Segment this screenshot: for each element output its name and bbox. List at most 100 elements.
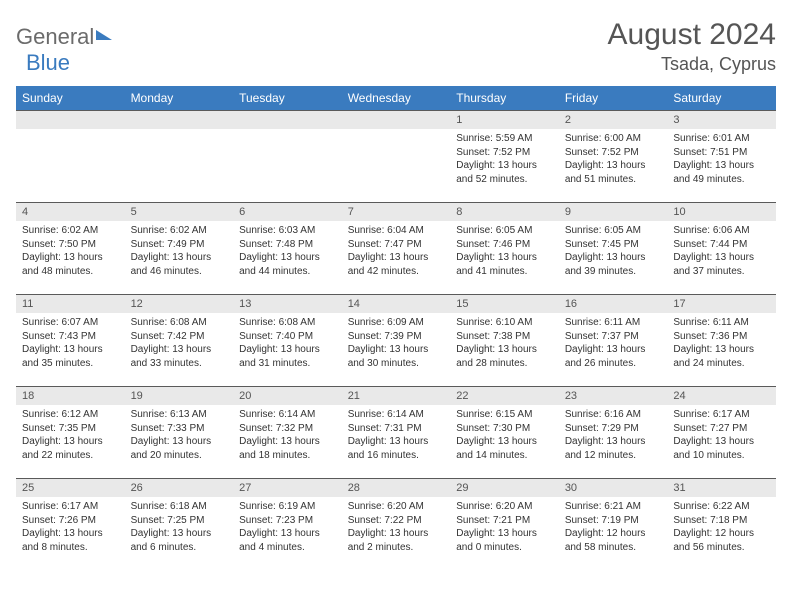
- calendar-week-row: 11Sunrise: 6:07 AMSunset: 7:43 PMDayligh…: [16, 295, 776, 387]
- day-content: Sunrise: 6:02 AMSunset: 7:50 PMDaylight:…: [16, 221, 125, 282]
- calendar-day-cell: 13Sunrise: 6:08 AMSunset: 7:40 PMDayligh…: [233, 295, 342, 387]
- calendar-day-cell: 29Sunrise: 6:20 AMSunset: 7:21 PMDayligh…: [450, 479, 559, 571]
- calendar-head: SundayMondayTuesdayWednesdayThursdayFrid…: [16, 86, 776, 111]
- calendar-day-cell: 18Sunrise: 6:12 AMSunset: 7:35 PMDayligh…: [16, 387, 125, 479]
- day-content: Sunrise: 6:10 AMSunset: 7:38 PMDaylight:…: [450, 313, 559, 374]
- day-content: Sunrise: 6:14 AMSunset: 7:32 PMDaylight:…: [233, 405, 342, 466]
- day-content: Sunrise: 6:17 AMSunset: 7:26 PMDaylight:…: [16, 497, 125, 558]
- calendar-day-cell: 25Sunrise: 6:17 AMSunset: 7:26 PMDayligh…: [16, 479, 125, 571]
- day-content: Sunrise: 6:05 AMSunset: 7:46 PMDaylight:…: [450, 221, 559, 282]
- daynum-empty: [342, 111, 451, 129]
- day-number: 9: [559, 203, 668, 221]
- day-content: Sunrise: 6:08 AMSunset: 7:40 PMDaylight:…: [233, 313, 342, 374]
- day-number: 4: [16, 203, 125, 221]
- calendar-body: 1Sunrise: 5:59 AMSunset: 7:52 PMDaylight…: [16, 111, 776, 571]
- weekday-header: Friday: [559, 86, 668, 111]
- day-content: Sunrise: 6:02 AMSunset: 7:49 PMDaylight:…: [125, 221, 234, 282]
- day-number: 28: [342, 479, 451, 497]
- logo-line1: General Blue: [16, 24, 112, 76]
- day-content: Sunrise: 6:08 AMSunset: 7:42 PMDaylight:…: [125, 313, 234, 374]
- title-block: August 2024 Tsada, Cyprus: [608, 18, 776, 75]
- calendar-day-cell: 23Sunrise: 6:16 AMSunset: 7:29 PMDayligh…: [559, 387, 668, 479]
- day-number: 25: [16, 479, 125, 497]
- day-number: 24: [667, 387, 776, 405]
- day-content: Sunrise: 6:09 AMSunset: 7:39 PMDaylight:…: [342, 313, 451, 374]
- calendar-week-row: 4Sunrise: 6:02 AMSunset: 7:50 PMDaylight…: [16, 203, 776, 295]
- calendar-day-cell: [342, 111, 451, 203]
- day-number: 23: [559, 387, 668, 405]
- day-content: Sunrise: 6:21 AMSunset: 7:19 PMDaylight:…: [559, 497, 668, 558]
- day-number: 19: [125, 387, 234, 405]
- day-content: Sunrise: 6:17 AMSunset: 7:27 PMDaylight:…: [667, 405, 776, 466]
- daynum-empty: [16, 111, 125, 129]
- day-content: Sunrise: 6:00 AMSunset: 7:52 PMDaylight:…: [559, 129, 668, 190]
- calendar-day-cell: 15Sunrise: 6:10 AMSunset: 7:38 PMDayligh…: [450, 295, 559, 387]
- daycontent-empty: [233, 129, 342, 189]
- calendar-day-cell: 3Sunrise: 6:01 AMSunset: 7:51 PMDaylight…: [667, 111, 776, 203]
- day-content: Sunrise: 6:16 AMSunset: 7:29 PMDaylight:…: [559, 405, 668, 466]
- day-number: 27: [233, 479, 342, 497]
- month-title: August 2024: [608, 18, 776, 52]
- day-number: 1: [450, 111, 559, 129]
- logo-word2: Blue: [26, 50, 70, 75]
- calendar-day-cell: [16, 111, 125, 203]
- day-number: 3: [667, 111, 776, 129]
- day-content: Sunrise: 6:20 AMSunset: 7:21 PMDaylight:…: [450, 497, 559, 558]
- calendar-day-cell: 31Sunrise: 6:22 AMSunset: 7:18 PMDayligh…: [667, 479, 776, 571]
- day-number: 7: [342, 203, 451, 221]
- daynum-empty: [233, 111, 342, 129]
- weekday-header: Thursday: [450, 86, 559, 111]
- calendar-day-cell: 9Sunrise: 6:05 AMSunset: 7:45 PMDaylight…: [559, 203, 668, 295]
- calendar-week-row: 1Sunrise: 5:59 AMSunset: 7:52 PMDaylight…: [16, 111, 776, 203]
- day-number: 12: [125, 295, 234, 313]
- calendar-day-cell: [233, 111, 342, 203]
- day-number: 14: [342, 295, 451, 313]
- logo: General Blue: [16, 24, 112, 76]
- page-header: General Blue August 2024 Tsada, Cyprus: [16, 18, 776, 76]
- weekday-row: SundayMondayTuesdayWednesdayThursdayFrid…: [16, 86, 776, 111]
- calendar-day-cell: 17Sunrise: 6:11 AMSunset: 7:36 PMDayligh…: [667, 295, 776, 387]
- day-content: Sunrise: 6:15 AMSunset: 7:30 PMDaylight:…: [450, 405, 559, 466]
- day-number: 30: [559, 479, 668, 497]
- day-number: 21: [342, 387, 451, 405]
- location-label: Tsada, Cyprus: [608, 54, 776, 75]
- logo-word1: General: [16, 24, 94, 49]
- day-number: 13: [233, 295, 342, 313]
- day-number: 10: [667, 203, 776, 221]
- day-number: 31: [667, 479, 776, 497]
- day-content: Sunrise: 6:22 AMSunset: 7:18 PMDaylight:…: [667, 497, 776, 558]
- day-content: Sunrise: 6:04 AMSunset: 7:47 PMDaylight:…: [342, 221, 451, 282]
- calendar-day-cell: 7Sunrise: 6:04 AMSunset: 7:47 PMDaylight…: [342, 203, 451, 295]
- day-content: Sunrise: 6:20 AMSunset: 7:22 PMDaylight:…: [342, 497, 451, 558]
- calendar-day-cell: 24Sunrise: 6:17 AMSunset: 7:27 PMDayligh…: [667, 387, 776, 479]
- calendar-week-row: 18Sunrise: 6:12 AMSunset: 7:35 PMDayligh…: [16, 387, 776, 479]
- day-number: 29: [450, 479, 559, 497]
- day-number: 5: [125, 203, 234, 221]
- calendar-day-cell: 8Sunrise: 6:05 AMSunset: 7:46 PMDaylight…: [450, 203, 559, 295]
- calendar-day-cell: 21Sunrise: 6:14 AMSunset: 7:31 PMDayligh…: [342, 387, 451, 479]
- calendar-day-cell: 2Sunrise: 6:00 AMSunset: 7:52 PMDaylight…: [559, 111, 668, 203]
- calendar-day-cell: 10Sunrise: 6:06 AMSunset: 7:44 PMDayligh…: [667, 203, 776, 295]
- calendar-day-cell: 30Sunrise: 6:21 AMSunset: 7:19 PMDayligh…: [559, 479, 668, 571]
- calendar-day-cell: 14Sunrise: 6:09 AMSunset: 7:39 PMDayligh…: [342, 295, 451, 387]
- calendar-day-cell: 1Sunrise: 5:59 AMSunset: 7:52 PMDaylight…: [450, 111, 559, 203]
- day-content: Sunrise: 6:19 AMSunset: 7:23 PMDaylight:…: [233, 497, 342, 558]
- calendar-day-cell: 19Sunrise: 6:13 AMSunset: 7:33 PMDayligh…: [125, 387, 234, 479]
- logo-triangle-icon: [96, 30, 112, 40]
- calendar-page: General Blue August 2024 Tsada, Cyprus S…: [0, 0, 792, 571]
- day-content: Sunrise: 6:01 AMSunset: 7:51 PMDaylight:…: [667, 129, 776, 190]
- calendar-day-cell: [125, 111, 234, 203]
- day-content: Sunrise: 6:06 AMSunset: 7:44 PMDaylight:…: [667, 221, 776, 282]
- weekday-header: Sunday: [16, 86, 125, 111]
- calendar-day-cell: 26Sunrise: 6:18 AMSunset: 7:25 PMDayligh…: [125, 479, 234, 571]
- weekday-header: Monday: [125, 86, 234, 111]
- daynum-empty: [125, 111, 234, 129]
- day-content: Sunrise: 6:18 AMSunset: 7:25 PMDaylight:…: [125, 497, 234, 558]
- calendar-day-cell: 5Sunrise: 6:02 AMSunset: 7:49 PMDaylight…: [125, 203, 234, 295]
- day-number: 18: [16, 387, 125, 405]
- day-content: Sunrise: 6:11 AMSunset: 7:36 PMDaylight:…: [667, 313, 776, 374]
- calendar-day-cell: 4Sunrise: 6:02 AMSunset: 7:50 PMDaylight…: [16, 203, 125, 295]
- day-content: Sunrise: 6:11 AMSunset: 7:37 PMDaylight:…: [559, 313, 668, 374]
- calendar-day-cell: 16Sunrise: 6:11 AMSunset: 7:37 PMDayligh…: [559, 295, 668, 387]
- daycontent-empty: [16, 129, 125, 189]
